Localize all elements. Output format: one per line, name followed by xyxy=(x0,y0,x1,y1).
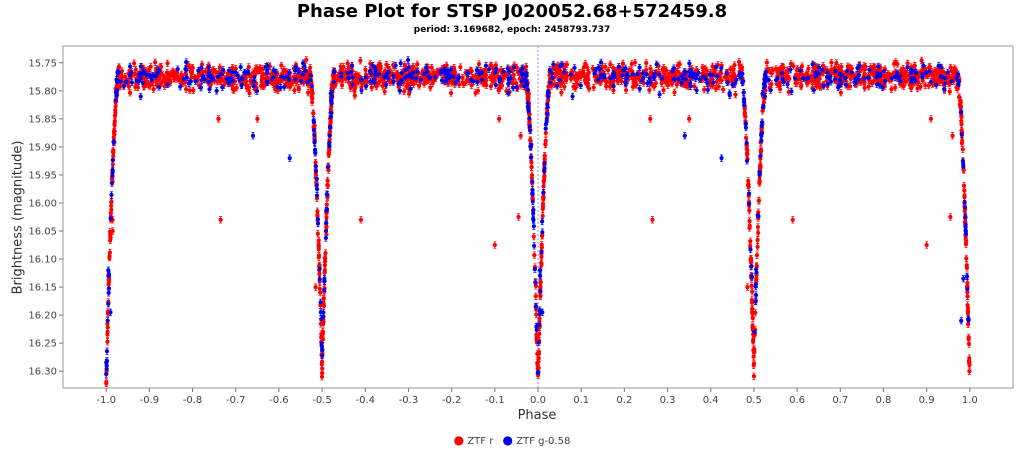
chart-title: Phase Plot for STSP J020052.68+572459.8 xyxy=(296,1,728,22)
chart-subtitle: period: 3.169682, epoch: 2458793.737 xyxy=(413,25,611,35)
